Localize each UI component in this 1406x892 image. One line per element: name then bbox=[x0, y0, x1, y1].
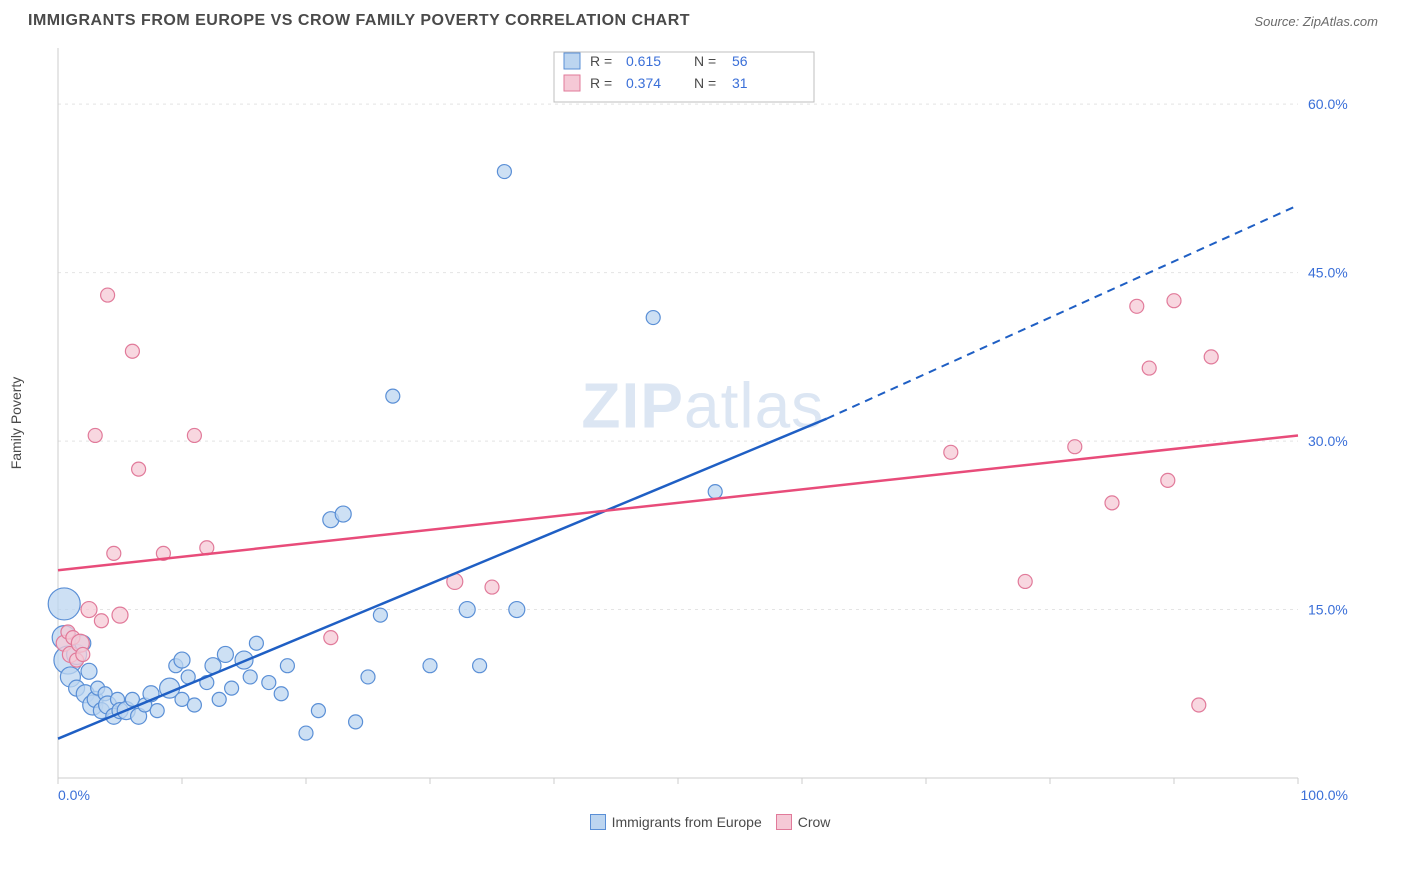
svg-text:R =: R = bbox=[590, 75, 612, 91]
svg-text:56: 56 bbox=[732, 53, 748, 69]
chart-area: Family Poverty ZIPatlas15.0%30.0%45.0%60… bbox=[28, 38, 1378, 808]
x-tick-label: 0.0% bbox=[58, 787, 90, 803]
legend-label: Crow bbox=[798, 814, 831, 830]
svg-text:N =: N = bbox=[694, 75, 716, 91]
legend-swatch bbox=[590, 814, 606, 830]
y-tick-label: 45.0% bbox=[1308, 265, 1348, 281]
y-tick-label: 15.0% bbox=[1308, 602, 1348, 618]
svg-text:0.374: 0.374 bbox=[626, 75, 661, 91]
bottom-legend: Immigrants from Europe Crow bbox=[0, 814, 1406, 830]
svg-text:ZIPatlas: ZIPatlas bbox=[581, 370, 824, 442]
x-tick-label: 100.0% bbox=[1301, 787, 1348, 803]
svg-text:N =: N = bbox=[694, 53, 716, 69]
svg-text:0.615: 0.615 bbox=[626, 53, 661, 69]
chart-title: IMMIGRANTS FROM EUROPE VS CROW FAMILY PO… bbox=[28, 12, 690, 30]
chart-header: IMMIGRANTS FROM EUROPE VS CROW FAMILY PO… bbox=[0, 0, 1406, 38]
svg-text:31: 31 bbox=[732, 75, 748, 91]
legend-label: Immigrants from Europe bbox=[612, 814, 762, 830]
chart-source: Source: ZipAtlas.com bbox=[1254, 14, 1378, 29]
legend-swatch bbox=[776, 814, 792, 830]
y-tick-label: 30.0% bbox=[1308, 433, 1348, 449]
y-tick-label: 60.0% bbox=[1308, 96, 1348, 112]
svg-text:R =: R = bbox=[590, 53, 612, 69]
y-axis-label: Family Poverty bbox=[8, 377, 24, 470]
scatter-chart: ZIPatlas 15.0% 30.0% 45.0% 60.0% 0.0% 100.0% R … bbox=[28, 38, 1358, 808]
